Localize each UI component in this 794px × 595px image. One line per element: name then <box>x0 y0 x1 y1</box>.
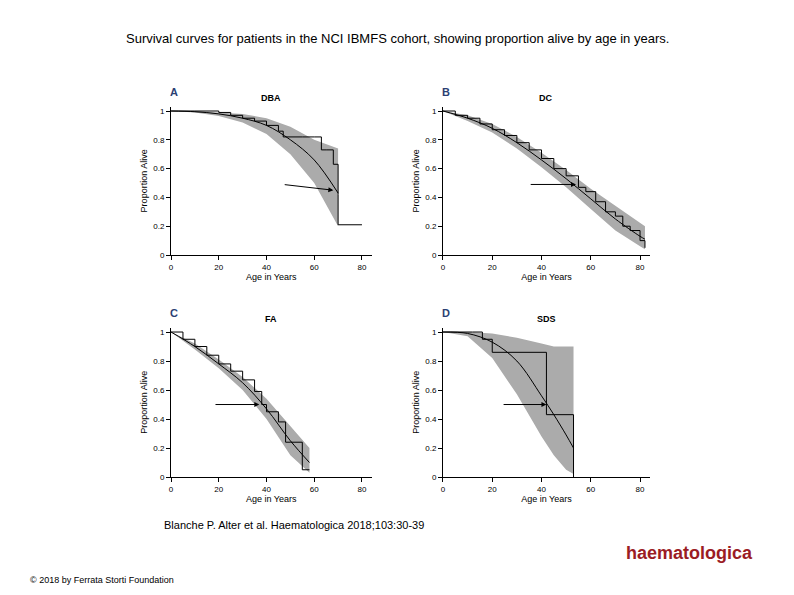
svg-text:0.4: 0.4 <box>425 415 437 424</box>
svg-text:Blanche P. Alter et al. Haemat: Blanche P. Alter et al. Haematologica 20… <box>164 519 424 531</box>
svg-text:1: 1 <box>160 328 165 337</box>
svg-text:0: 0 <box>441 263 446 272</box>
svg-text:0.6: 0.6 <box>153 164 165 173</box>
svg-text:Age in Years: Age in Years <box>521 272 572 282</box>
svg-text:40: 40 <box>537 485 546 494</box>
svg-text:20: 20 <box>488 263 497 272</box>
svg-text:60: 60 <box>310 263 319 272</box>
svg-text:0.8: 0.8 <box>153 357 165 366</box>
svg-text:40: 40 <box>262 263 271 272</box>
svg-text:0.2: 0.2 <box>153 222 165 231</box>
svg-text:0.2: 0.2 <box>153 444 165 453</box>
svg-text:0: 0 <box>160 251 165 260</box>
svg-text:80: 80 <box>358 485 367 494</box>
svg-text:0.4: 0.4 <box>153 415 165 424</box>
svg-text:80: 80 <box>358 263 367 272</box>
svg-text:20: 20 <box>214 263 223 272</box>
svg-text:20: 20 <box>214 485 223 494</box>
svg-text:60: 60 <box>310 485 319 494</box>
svg-text:0: 0 <box>169 263 174 272</box>
svg-text:20: 20 <box>488 485 497 494</box>
svg-text:0.6: 0.6 <box>425 386 437 395</box>
svg-text:0.6: 0.6 <box>425 164 437 173</box>
svg-text:0: 0 <box>432 251 437 260</box>
svg-text:A: A <box>170 86 178 98</box>
svg-text:1: 1 <box>432 328 437 337</box>
svg-text:0.8: 0.8 <box>425 357 437 366</box>
svg-text:Proportion Alive: Proportion Alive <box>139 371 149 434</box>
svg-text:80: 80 <box>636 263 645 272</box>
svg-text:40: 40 <box>262 485 271 494</box>
svg-text:0: 0 <box>432 473 437 482</box>
svg-text:1: 1 <box>432 107 437 116</box>
svg-text:0.2: 0.2 <box>425 222 437 231</box>
svg-text:Proportion Alive: Proportion Alive <box>411 149 421 212</box>
svg-text:Age in Years: Age in Years <box>246 272 297 282</box>
svg-text:0.8: 0.8 <box>425 136 437 145</box>
svg-text:Survival curves for patients i: Survival curves for patients in the NCI … <box>126 31 669 46</box>
svg-text:60: 60 <box>586 485 595 494</box>
svg-text:DBA: DBA <box>261 93 281 103</box>
svg-text:© 2018 by Ferrata Storti Found: © 2018 by Ferrata Storti Foundation <box>30 575 174 585</box>
svg-text:0.4: 0.4 <box>425 193 437 202</box>
svg-text:0: 0 <box>160 473 165 482</box>
svg-text:Proportion Alive: Proportion Alive <box>139 149 149 212</box>
svg-text:0.8: 0.8 <box>153 136 165 145</box>
svg-text:DC: DC <box>539 93 552 103</box>
svg-text:B: B <box>442 86 450 98</box>
svg-text:0: 0 <box>441 485 446 494</box>
svg-text:haematologica: haematologica <box>626 543 753 563</box>
svg-text:FA: FA <box>265 314 277 324</box>
svg-text:0.2: 0.2 <box>425 444 437 453</box>
svg-text:0.4: 0.4 <box>153 193 165 202</box>
svg-text:0.6: 0.6 <box>153 386 165 395</box>
svg-text:0: 0 <box>169 485 174 494</box>
svg-text:Age in Years: Age in Years <box>521 494 572 504</box>
svg-text:1: 1 <box>160 107 165 116</box>
svg-text:SDS: SDS <box>537 314 556 324</box>
svg-text:C: C <box>170 307 178 319</box>
svg-text:D: D <box>442 307 450 319</box>
svg-text:40: 40 <box>537 263 546 272</box>
svg-text:60: 60 <box>586 263 595 272</box>
svg-text:Age in Years: Age in Years <box>246 494 297 504</box>
svg-text:80: 80 <box>636 485 645 494</box>
svg-text:Proportion Alive: Proportion Alive <box>411 371 421 434</box>
